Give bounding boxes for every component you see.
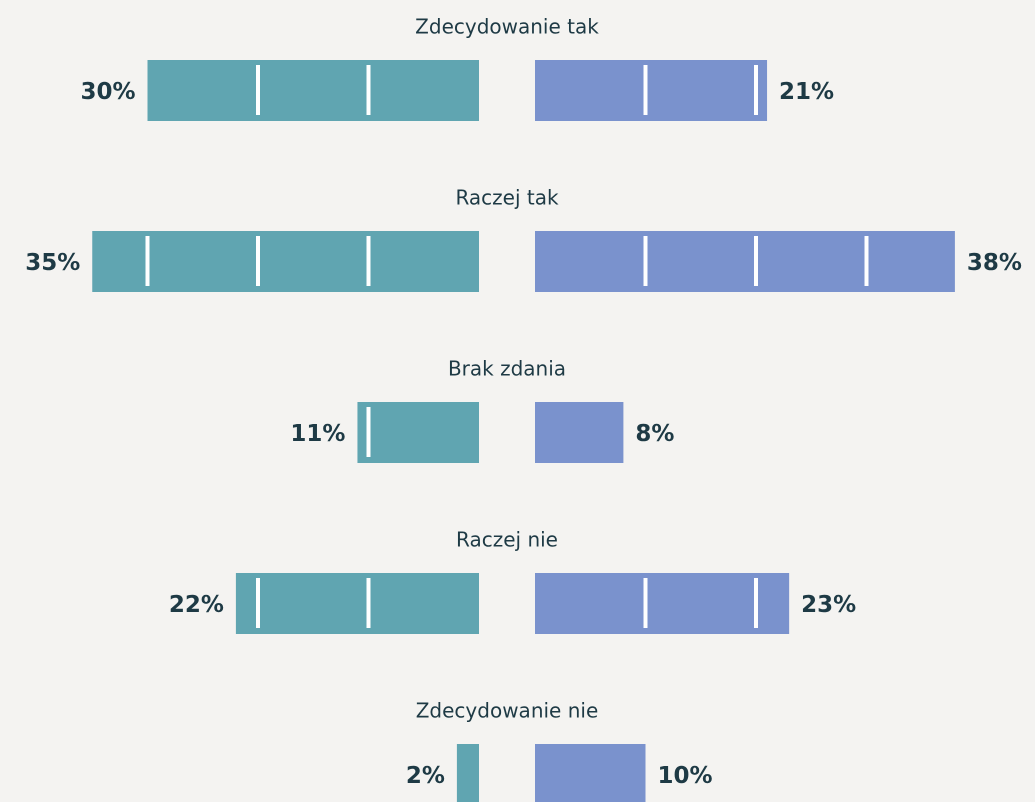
value-label: 11% [290, 421, 345, 447]
bar [235, 573, 479, 634]
value-label: 35% [25, 250, 80, 276]
bar [535, 402, 624, 463]
category-label: Brak zdania [448, 357, 566, 381]
value-label: 22% [169, 592, 224, 618]
bar [535, 231, 955, 292]
value-label: 21% [779, 79, 834, 105]
bar [357, 402, 479, 463]
category-label: Zdecydowanie tak [415, 15, 599, 39]
value-label: 38% [967, 250, 1022, 276]
value-label: 10% [658, 763, 713, 789]
bar [456, 744, 479, 802]
value-label: 23% [801, 592, 856, 618]
value-label: 2% [406, 763, 445, 789]
bar [535, 60, 768, 121]
value-label: 30% [80, 79, 135, 105]
bar [535, 744, 646, 802]
category-label: Raczej tak [455, 186, 559, 210]
bar [535, 573, 790, 634]
bar [92, 231, 479, 292]
bar [147, 60, 479, 121]
category-label: Raczej nie [456, 528, 558, 552]
category-label: Zdecydowanie nie [416, 699, 599, 723]
value-label: 8% [635, 421, 674, 447]
